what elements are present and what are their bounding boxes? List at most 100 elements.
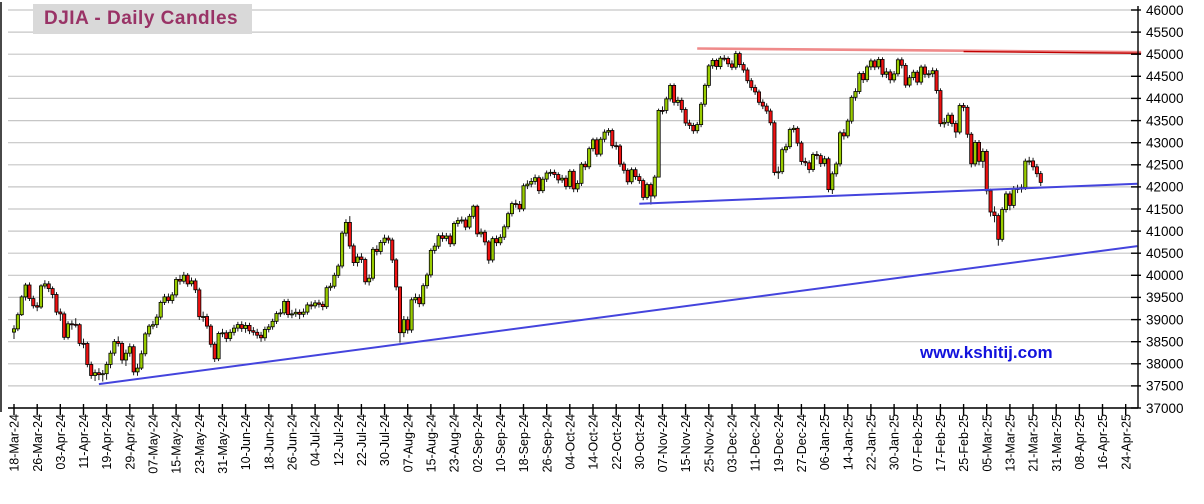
- candle: [204, 313, 209, 329]
- candle: [197, 287, 202, 320]
- candle: [529, 178, 534, 188]
- candle: [150, 320, 155, 330]
- x-tick-label: 17-Feb-25: [934, 414, 948, 472]
- candle: [710, 58, 715, 69]
- candle: [316, 299, 321, 308]
- candle: [66, 321, 71, 340]
- candle: [455, 217, 460, 227]
- x-tick-label: 26-Mar-24: [31, 414, 45, 472]
- candle: [587, 146, 592, 170]
- candle: [224, 330, 229, 343]
- candle: [286, 298, 291, 318]
- y-tick-label: 42000: [1146, 180, 1184, 195]
- x-tick-label: 19-Dec-24: [772, 414, 786, 472]
- candle: [803, 157, 808, 167]
- candle: [278, 308, 283, 317]
- candle: [89, 361, 94, 379]
- candle: [509, 201, 514, 217]
- x-tick-label: 02-Sep-24: [471, 414, 485, 472]
- candle: [15, 312, 20, 332]
- trendline: [697, 47, 1142, 54]
- candle: [664, 96, 669, 114]
- y-tick-label: 43500: [1146, 113, 1184, 128]
- x-tick-label: 30-Jul-24: [378, 414, 392, 466]
- chart-title: DJIA - Daily Candles: [33, 4, 253, 34]
- candle: [35, 302, 40, 312]
- y-tick-label: 37000: [1146, 401, 1184, 416]
- y-tick-label: 42500: [1146, 158, 1184, 173]
- candle: [679, 97, 684, 113]
- candle: [911, 69, 916, 81]
- candle: [629, 167, 634, 185]
- candle: [811, 152, 816, 172]
- candle: [756, 89, 761, 106]
- candle: [760, 99, 765, 110]
- y-tick-label: 44000: [1146, 91, 1184, 106]
- candle: [313, 300, 318, 309]
- y-tick-label: 40500: [1146, 246, 1184, 261]
- gridlines: [8, 9, 1138, 409]
- candle: [988, 188, 993, 217]
- candle: [177, 274, 182, 285]
- candle: [289, 309, 294, 319]
- candle: [332, 272, 337, 289]
- candle: [405, 316, 410, 334]
- y-tick-label: 41000: [1146, 224, 1184, 239]
- candle: [984, 149, 989, 195]
- candle: [618, 144, 623, 167]
- candle: [776, 166, 781, 179]
- candle: [208, 324, 213, 348]
- trendline: [98, 245, 1138, 386]
- candle: [386, 235, 391, 244]
- candle: [899, 57, 904, 69]
- candle: [926, 70, 931, 79]
- candle: [938, 88, 943, 127]
- candle: [633, 167, 638, 180]
- candle: [394, 258, 399, 291]
- candle: [270, 318, 275, 330]
- candle: [212, 342, 217, 362]
- candle: [382, 234, 387, 246]
- candle: [672, 83, 677, 106]
- x-tick-label: 23-May-24: [193, 414, 207, 474]
- candle: [621, 161, 626, 174]
- candle: [81, 338, 86, 349]
- candle: [498, 234, 503, 246]
- y-tick-label: 37500: [1146, 379, 1184, 394]
- x-tick-label: 18-Jun-24: [262, 414, 276, 470]
- candle: [768, 108, 773, 126]
- candle: [652, 174, 657, 199]
- candle: [482, 229, 487, 246]
- candle: [1000, 207, 1005, 242]
- candle: [27, 282, 32, 301]
- candle: [232, 324, 237, 336]
- candle: [872, 59, 877, 71]
- candle: [706, 64, 711, 88]
- candle: [934, 68, 939, 94]
- candle: [598, 136, 603, 157]
- candle: [77, 323, 82, 347]
- candle: [436, 233, 441, 249]
- candle: [340, 231, 345, 269]
- candle: [772, 120, 777, 176]
- candle: [452, 221, 457, 247]
- x-tick-label: 31-May-24: [216, 414, 230, 474]
- candle: [753, 84, 758, 95]
- candle: [343, 219, 348, 237]
- candle: [525, 180, 530, 190]
- candle: [973, 140, 978, 167]
- candle: [174, 277, 179, 298]
- candle: [108, 350, 113, 369]
- x-tick-label: 18-Sep-24: [517, 414, 531, 472]
- candle: [112, 339, 117, 356]
- candle: [687, 119, 692, 129]
- candle: [579, 162, 584, 186]
- candle: [625, 168, 630, 185]
- y-tick-label: 44500: [1146, 69, 1184, 84]
- y-tick-label: 38000: [1146, 357, 1184, 372]
- candle: [413, 293, 418, 304]
- candle: [486, 240, 491, 264]
- candle: [726, 56, 731, 67]
- candle: [741, 62, 746, 73]
- candle: [247, 322, 252, 335]
